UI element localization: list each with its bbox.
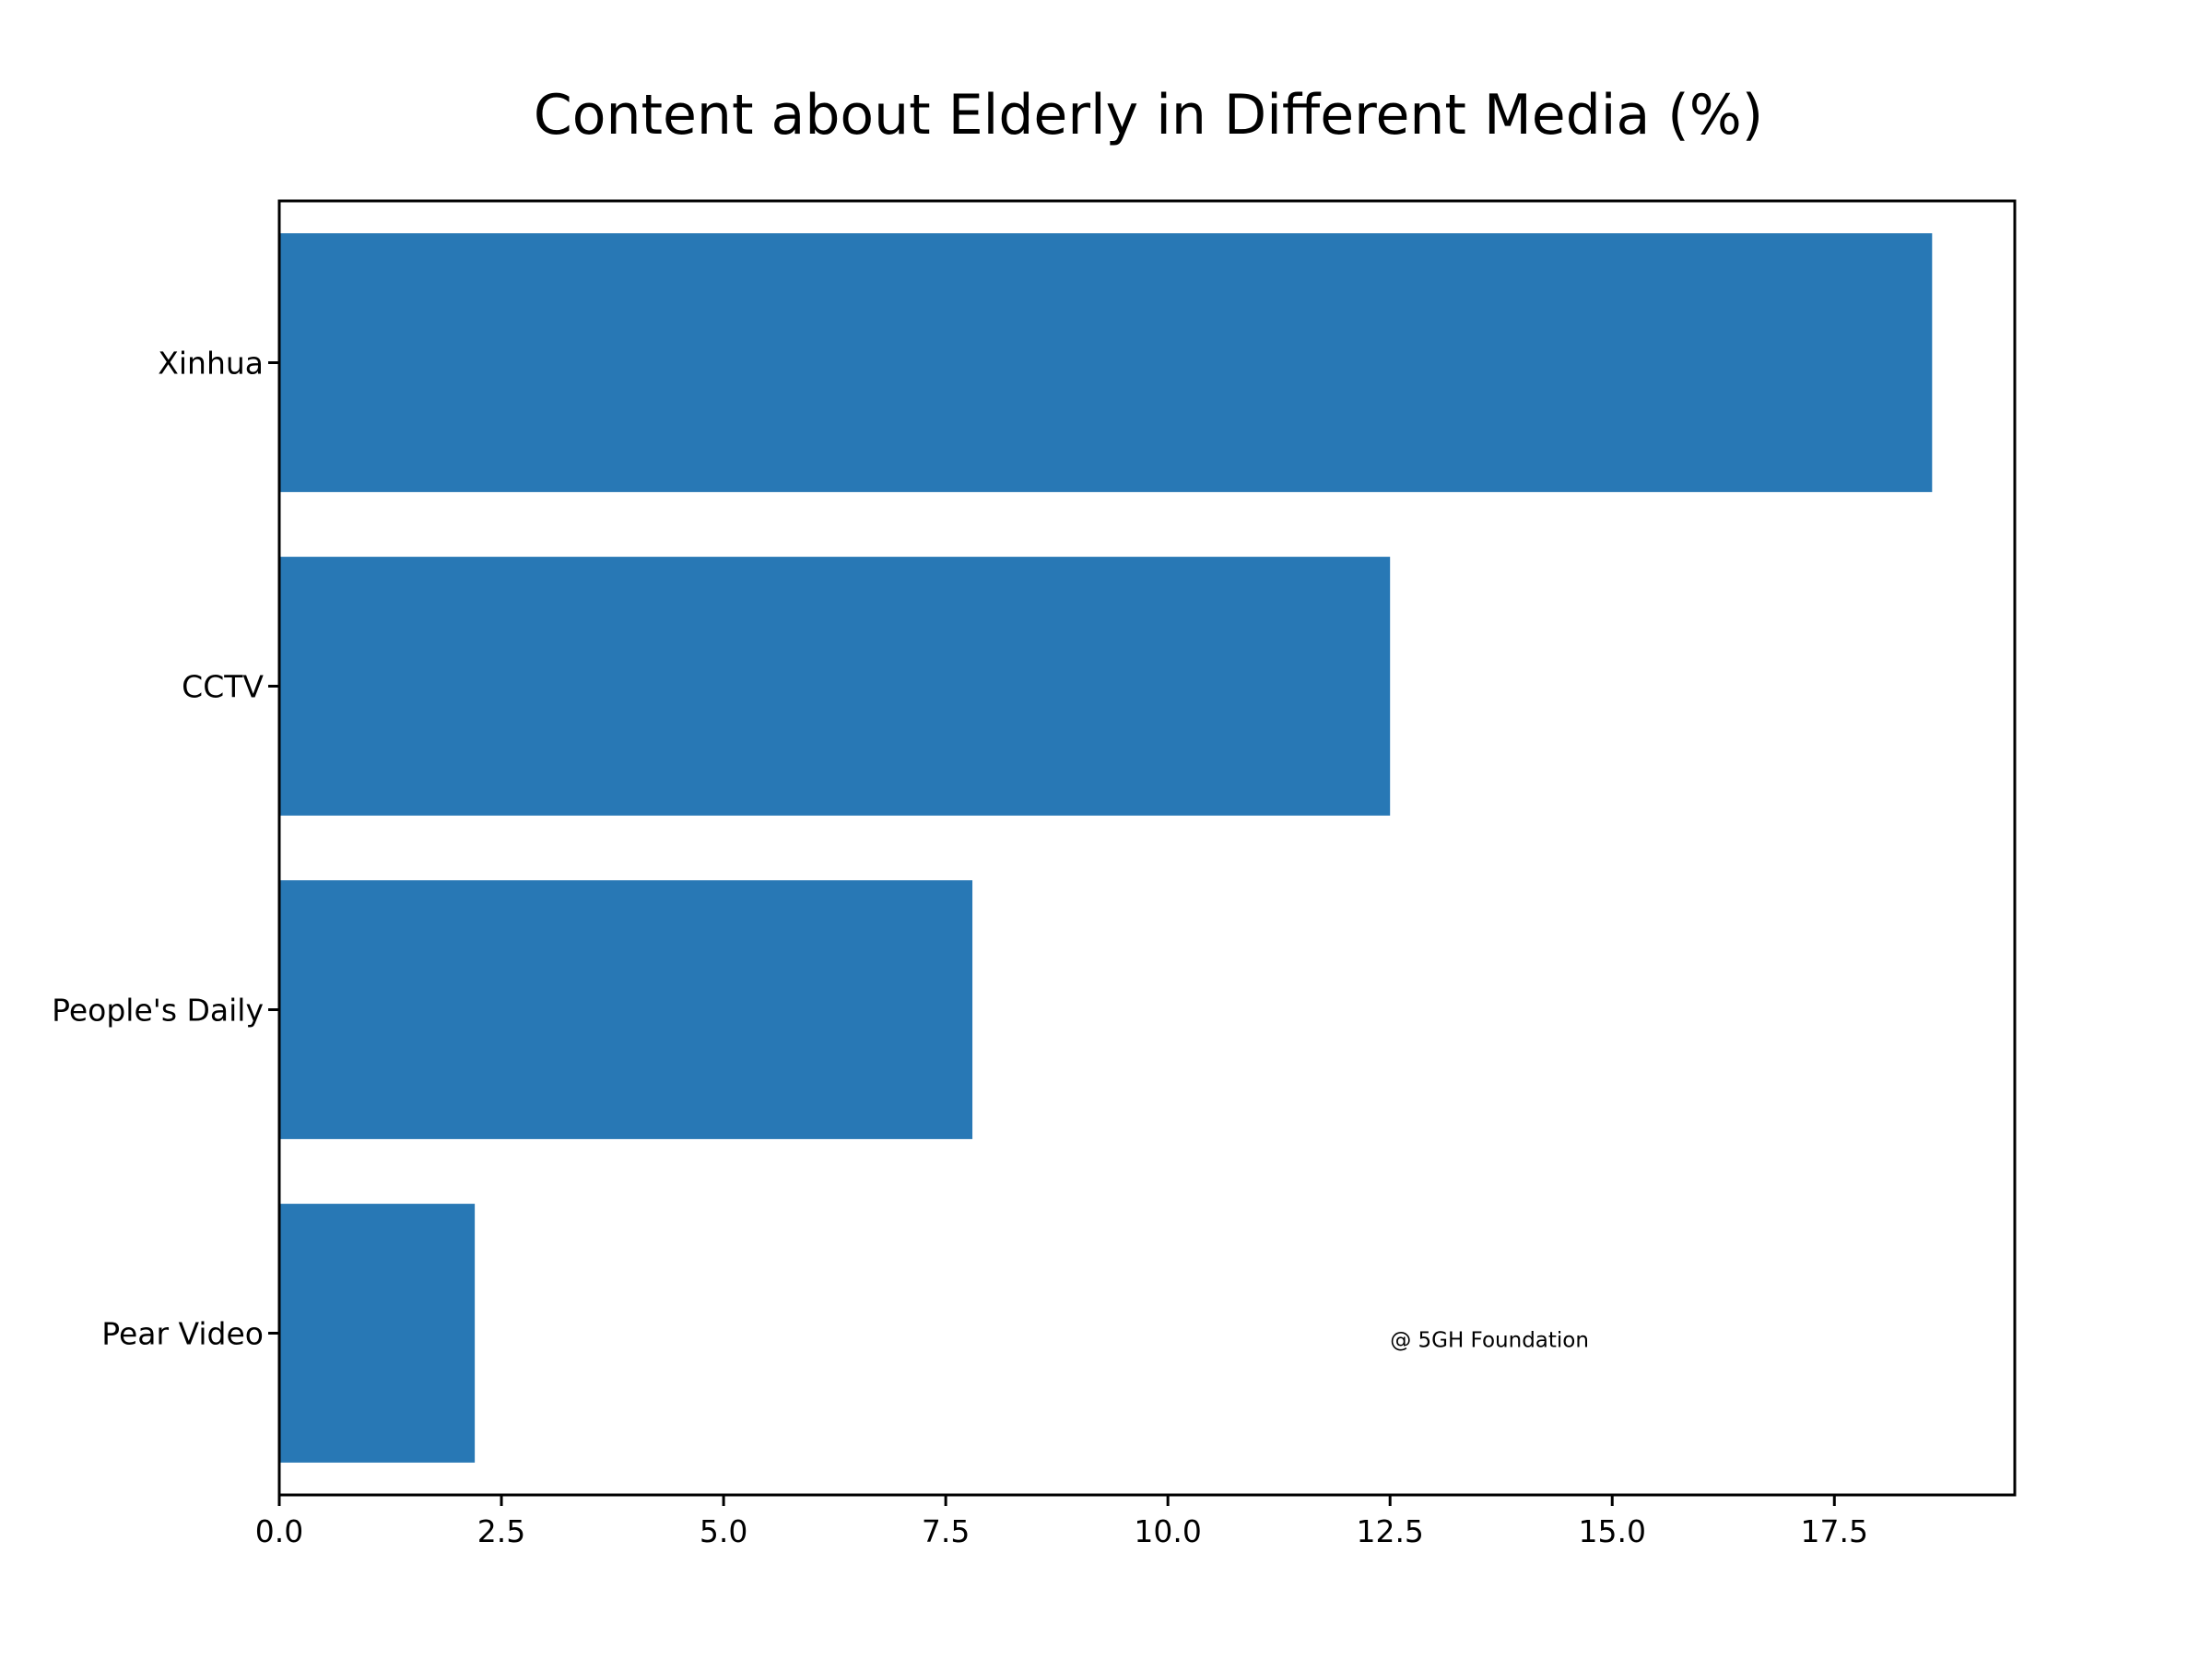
y-tick-label: People's Daily bbox=[52, 993, 264, 1029]
y-tick-label: Pear Video bbox=[101, 1316, 264, 1352]
chart-title: Content about Elderly in Different Media… bbox=[534, 83, 1763, 147]
bars bbox=[279, 233, 1933, 1463]
x-tick-label: 5.0 bbox=[700, 1513, 747, 1549]
y-tick-label: Xinhua bbox=[158, 346, 264, 382]
x-tick-label: 10.0 bbox=[1134, 1513, 1201, 1549]
y-tick-label: CCTV bbox=[182, 669, 264, 705]
x-tick-label: 7.5 bbox=[922, 1513, 970, 1549]
x-tick-label: 15.0 bbox=[1578, 1513, 1645, 1549]
bar-xinhua bbox=[279, 233, 1933, 492]
axes-frame bbox=[277, 199, 2017, 1497]
x-tick-label: 0.0 bbox=[255, 1513, 303, 1549]
x-tick-label: 17.5 bbox=[1801, 1513, 1868, 1549]
x-axis: 0.0 2.5 5.0 7.5 10.0 12.5 15.0 17.5 bbox=[255, 1495, 1868, 1549]
bar-pear-video bbox=[279, 1204, 476, 1463]
y-axis: Xinhua CCTV People's Daily Pear Video bbox=[52, 346, 279, 1352]
x-tick-label: 12.5 bbox=[1356, 1513, 1423, 1549]
bar-cctv bbox=[279, 557, 1391, 816]
bar-people-s-daily bbox=[279, 880, 973, 1139]
x-tick-label: 2.5 bbox=[477, 1513, 525, 1549]
watermark-annotation: @ 5GH Foundation bbox=[1390, 1329, 1589, 1353]
